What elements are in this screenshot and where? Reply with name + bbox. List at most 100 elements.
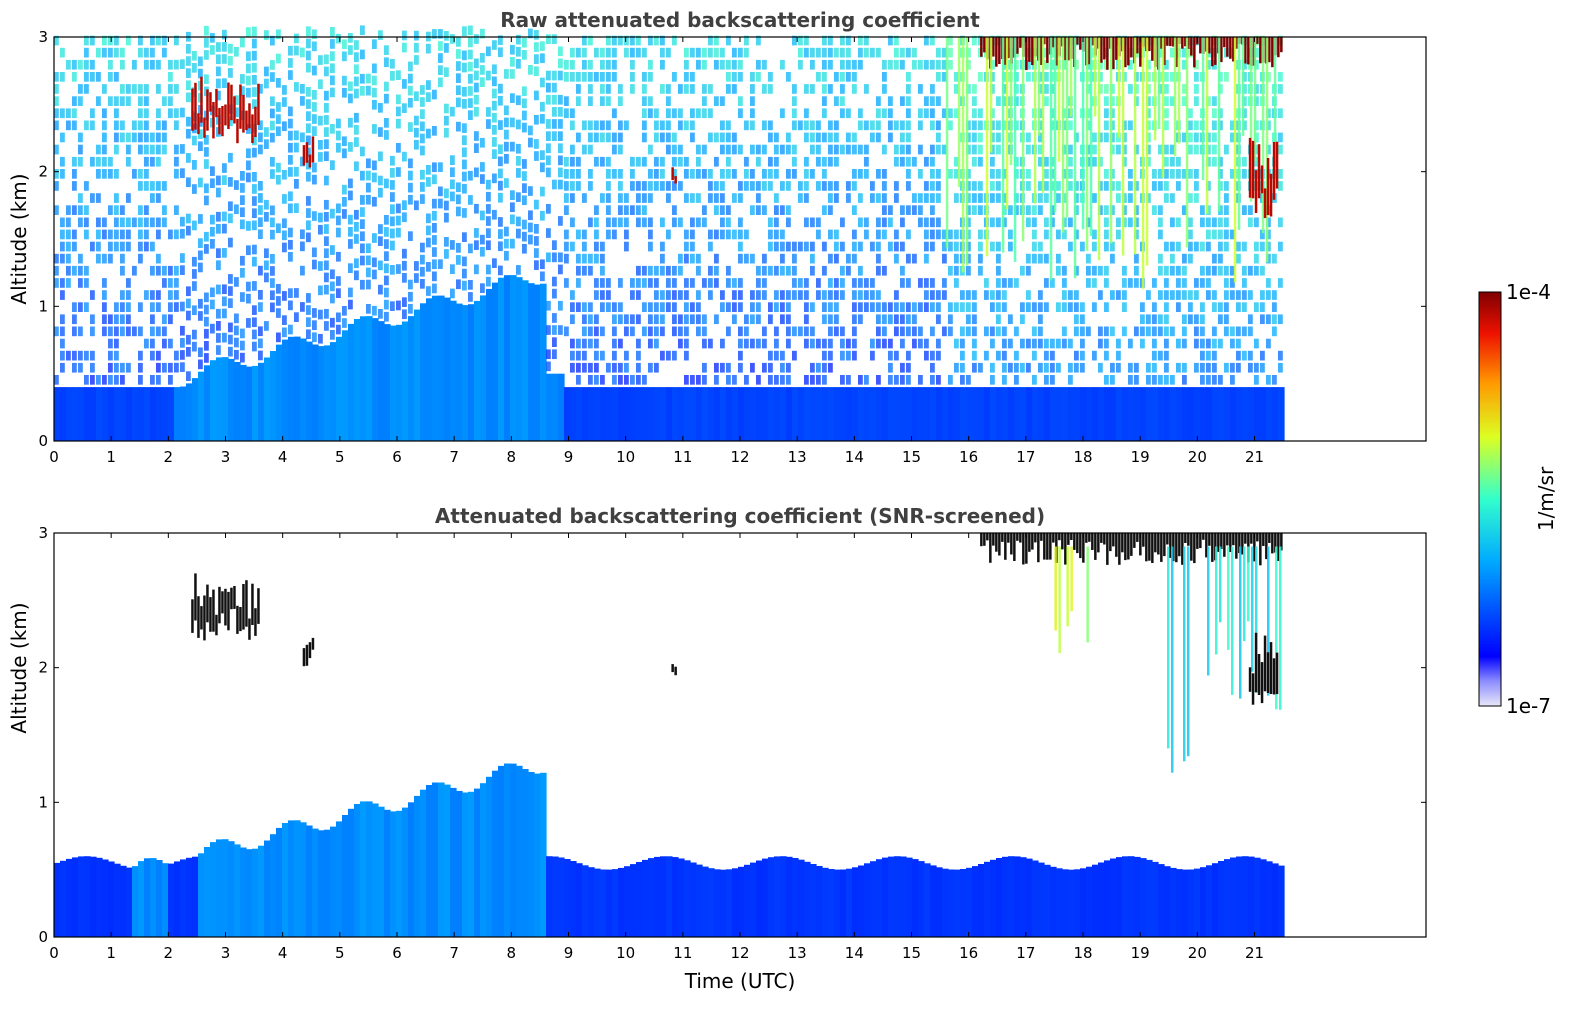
noise-speckle xyxy=(930,108,935,119)
noise-speckle xyxy=(456,61,461,71)
backscatter-column xyxy=(810,387,817,441)
plot-frame xyxy=(53,36,1427,442)
backscatter-column xyxy=(360,316,367,441)
noise-speckle xyxy=(420,109,425,119)
x-tick-label: 16 xyxy=(959,944,978,962)
noise-speckle xyxy=(762,253,767,264)
noise-speckle xyxy=(474,34,479,44)
noise-speckle xyxy=(216,42,221,52)
noise-speckle xyxy=(618,217,623,228)
noise-speckle xyxy=(378,236,383,246)
noise-speckle xyxy=(888,314,893,325)
noise-speckle xyxy=(714,156,719,167)
backscatter-column xyxy=(726,387,733,441)
noise-speckle xyxy=(60,108,65,119)
noise-speckle xyxy=(108,338,113,349)
virga-streak xyxy=(1177,37,1181,144)
noise-speckle xyxy=(372,87,377,98)
noise-speckle xyxy=(228,274,233,284)
noise-speckle xyxy=(1068,290,1073,300)
noise-speckle xyxy=(1260,241,1265,252)
noise-speckle xyxy=(486,228,491,238)
noise-speckle xyxy=(606,35,611,46)
noise-speckle xyxy=(936,302,941,312)
noise-speckle xyxy=(264,212,269,222)
backscatter-column xyxy=(1272,387,1279,441)
noise-speckle xyxy=(90,120,95,131)
noise-speckle xyxy=(1050,84,1055,94)
noise-speckle xyxy=(210,45,215,55)
noise-speckle xyxy=(1068,181,1073,191)
backscatter-column xyxy=(690,387,697,441)
noise-speckle xyxy=(234,46,239,57)
noise-speckle xyxy=(900,302,905,312)
noise-speckle xyxy=(492,64,497,75)
noise-speckle xyxy=(684,338,689,349)
noise-speckle xyxy=(1242,59,1247,70)
noise-speckle xyxy=(1050,59,1055,70)
noise-speckle xyxy=(1152,181,1157,191)
noise-speckle xyxy=(810,302,815,312)
noise-speckle xyxy=(1110,205,1115,215)
noise-speckle xyxy=(630,314,635,325)
noise-speckle xyxy=(114,314,119,325)
noise-speckle xyxy=(474,228,479,238)
noise-speckle xyxy=(666,181,671,191)
noise-speckle xyxy=(594,362,599,373)
noise-speckle xyxy=(462,232,467,242)
cloud-mark xyxy=(305,142,309,163)
backscatter-column xyxy=(582,387,589,441)
noise-speckle xyxy=(150,59,155,70)
noise-speckle xyxy=(654,35,659,46)
noise-speckle xyxy=(132,132,137,143)
noise-speckle xyxy=(804,241,809,252)
x-tick-label: 17 xyxy=(1016,944,1035,962)
noise-speckle xyxy=(786,302,791,312)
noise-speckle xyxy=(570,59,575,70)
noise-speckle xyxy=(888,338,893,349)
noise-speckle xyxy=(168,72,173,82)
noise-speckle xyxy=(462,208,467,218)
noise-speckle xyxy=(618,169,623,179)
noise-speckle xyxy=(222,42,227,52)
virga-streak xyxy=(1109,37,1113,244)
noise-speckle xyxy=(816,132,821,143)
noise-speckle xyxy=(696,290,701,300)
noise-speckle xyxy=(384,215,389,225)
noise-speckle xyxy=(312,90,317,100)
backscatter-column xyxy=(870,861,877,937)
noise-speckle xyxy=(180,338,185,348)
noise-speckle xyxy=(420,182,425,192)
noise-speckle xyxy=(534,199,539,210)
cloud-mark xyxy=(1260,165,1264,194)
noise-speckle xyxy=(138,302,143,312)
noise-speckle xyxy=(834,96,839,106)
noise-speckle xyxy=(750,314,755,325)
noise-speckle xyxy=(864,217,869,228)
noise-speckle xyxy=(198,347,203,358)
backscatter-column xyxy=(822,387,829,441)
noise-speckle xyxy=(444,103,449,114)
noise-speckle xyxy=(732,47,737,58)
noise-speckle xyxy=(954,193,959,203)
backscatter-column xyxy=(858,865,865,937)
cloud-mark xyxy=(671,167,674,181)
noise-speckle xyxy=(570,181,575,191)
noise-speckle xyxy=(126,144,131,155)
noise-speckle xyxy=(990,156,995,167)
noise-speckle xyxy=(630,35,635,46)
noise-speckle xyxy=(576,72,581,82)
noise-speckle xyxy=(306,196,311,206)
colorbar-gradient xyxy=(1478,291,1502,707)
noise-speckle xyxy=(252,172,257,182)
noise-speckle xyxy=(186,56,191,66)
noise-speckle xyxy=(546,34,551,44)
noise-speckle xyxy=(618,205,623,215)
noise-speckle xyxy=(672,350,677,361)
noise-speckle xyxy=(978,205,983,215)
x-tick-label: 13 xyxy=(788,944,807,962)
noise-speckle xyxy=(1242,205,1247,215)
noise-speckle xyxy=(804,156,809,167)
noise-speckle xyxy=(336,215,341,226)
noise-speckle xyxy=(132,59,137,70)
